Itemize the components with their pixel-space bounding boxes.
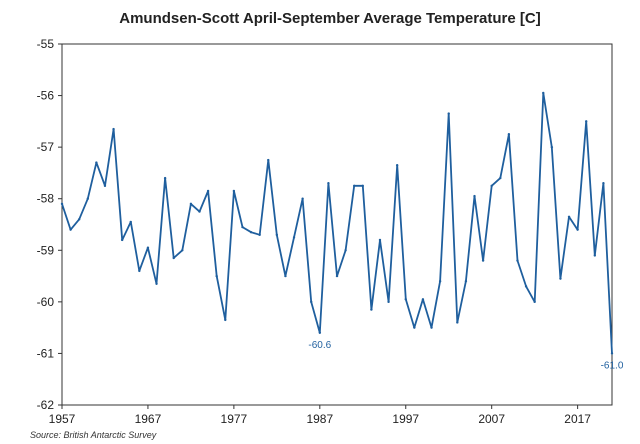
plot-frame (61, 43, 613, 406)
data-point (103, 184, 107, 188)
data-point (129, 220, 132, 224)
data-point (155, 282, 158, 286)
data-point (490, 184, 493, 188)
data-point (550, 145, 554, 149)
y-tick-label: -59 (37, 243, 55, 257)
x-tick-label: 1957 (49, 412, 76, 426)
x-axis: 1957 1967 1977 1987 1997 2007 2017 (49, 405, 591, 426)
data-point (189, 202, 193, 206)
chart-title: Amundsen-Scott April-September Average T… (119, 10, 540, 27)
data-point (215, 274, 218, 278)
data-point (301, 197, 304, 200)
data-point (69, 228, 72, 231)
data-point (267, 158, 270, 162)
data-point (146, 246, 150, 249)
data-point (464, 280, 468, 283)
data-point (241, 225, 244, 229)
data-points (60, 91, 614, 355)
data-point (456, 321, 459, 324)
data-point (567, 215, 571, 218)
data-point (421, 298, 425, 301)
data-point (499, 176, 502, 180)
data-point (559, 277, 562, 280)
data-point (198, 210, 201, 213)
data-point (232, 189, 236, 193)
data-point (387, 300, 390, 304)
data-point (352, 184, 356, 188)
data-point (524, 285, 528, 288)
annotations: -60.6 -61.0 (308, 340, 623, 372)
data-point (481, 259, 485, 262)
source-note: Source: British Antarctic Survey (30, 430, 157, 440)
data-point (138, 269, 141, 273)
data-point (181, 249, 184, 252)
data-point (258, 233, 261, 237)
data-point (378, 238, 382, 242)
y-tick-label: -55 (37, 37, 55, 51)
y-tick-label: -58 (37, 192, 55, 206)
data-point (370, 308, 373, 311)
data-point (473, 194, 476, 198)
x-tick-label: 1977 (221, 412, 248, 426)
data-point (86, 197, 89, 200)
data-point (447, 112, 450, 115)
x-tick-label: 1967 (135, 412, 162, 426)
data-point (576, 228, 579, 231)
data-point (395, 163, 399, 167)
y-axis: -55 -56 -57 -58 -59 -60 -61 -62 (37, 37, 62, 412)
data-point (430, 326, 433, 329)
data-point (310, 300, 313, 304)
y-tick-label: -57 (37, 140, 55, 154)
data-point (206, 189, 210, 193)
data-point (593, 254, 597, 257)
data-point (610, 352, 614, 355)
data-point (344, 249, 347, 252)
data-point (318, 331, 322, 334)
data-point (507, 133, 511, 136)
y-tick-label: -61 (37, 346, 55, 360)
x-tick-label: 1987 (306, 412, 333, 426)
data-point (60, 202, 64, 206)
data-point (249, 231, 253, 234)
data-point (120, 238, 124, 242)
temperature-series-line (61, 92, 613, 354)
data-point (224, 318, 227, 322)
data-label: -60.6 (308, 340, 331, 351)
data-point (361, 184, 364, 188)
x-tick-label: 1997 (392, 412, 419, 426)
data-point (275, 233, 279, 237)
data-point (172, 256, 175, 260)
data-point (77, 218, 81, 221)
data-point (602, 182, 605, 185)
data-point (533, 300, 536, 304)
x-tick-label: 2017 (564, 412, 591, 426)
y-tick-label: -56 (37, 89, 55, 103)
data-point (163, 176, 167, 180)
data-point (438, 280, 442, 283)
x-tick-label: 2007 (478, 412, 505, 426)
data-point (292, 236, 296, 239)
y-tick-label: -62 (37, 398, 55, 412)
data-point (404, 298, 407, 301)
data-point (112, 127, 115, 131)
data-point (335, 274, 339, 278)
data-label: -61.0 (601, 360, 624, 371)
data-point (542, 91, 545, 95)
data-point (95, 161, 98, 164)
data-point (585, 120, 588, 123)
data-point (413, 326, 416, 329)
data-point (327, 182, 330, 185)
data-point (284, 274, 287, 278)
data-point (516, 259, 519, 262)
y-tick-label: -60 (37, 295, 55, 309)
